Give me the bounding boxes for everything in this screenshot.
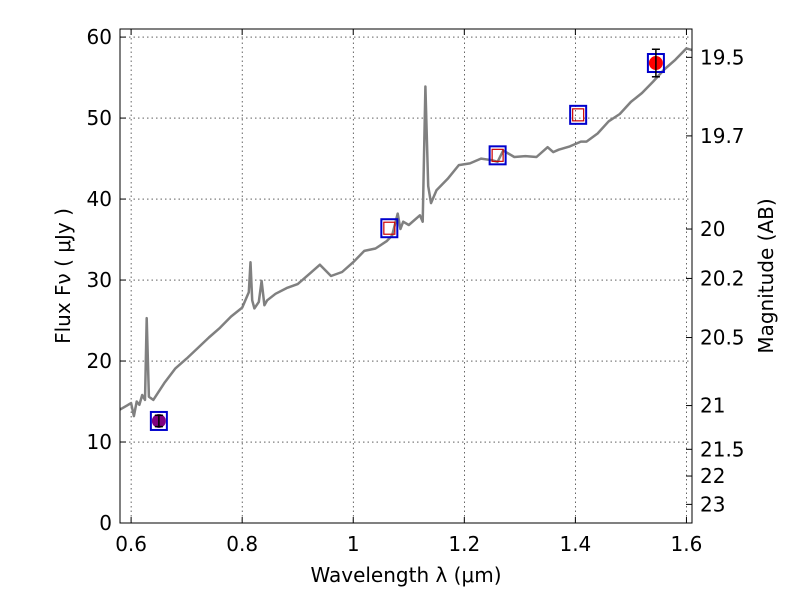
model-box-marker [380, 218, 399, 239]
x-tick-label: 1 [347, 532, 360, 556]
y-axis-label: Flux Fν ( μJy ) [51, 208, 75, 344]
x-tick-label: 1.6 [671, 532, 703, 556]
plot-area [120, 47, 692, 418]
right-tick-label: 21 [700, 394, 725, 418]
plot-frame [119, 28, 693, 524]
photometry-open-square [491, 148, 504, 162]
model-box-marker [149, 410, 168, 431]
x-tick-label: 1.2 [448, 532, 480, 556]
right-tick-label: 21.5 [700, 437, 745, 461]
y-tick-label: 30 [87, 268, 112, 292]
y-tick-label: 40 [87, 187, 112, 211]
model-box-marker [488, 145, 507, 166]
x-tick-label: 1.4 [559, 532, 591, 556]
right-tick-label: 19.7 [700, 124, 745, 148]
grid-lines [120, 29, 692, 524]
photometry-markers [149, 48, 665, 431]
right-tick-label: 23 [700, 492, 725, 516]
right-axis-label: Magnitude (AB) [754, 198, 778, 353]
right-tick-label: 20.5 [700, 326, 745, 350]
model-box-marker [569, 104, 588, 125]
y-tick-label: 20 [87, 349, 112, 373]
y-tick-label: 10 [87, 430, 112, 454]
right-tick-label: 20.2 [700, 266, 745, 290]
photometry-open-square [572, 108, 585, 122]
x-tick-label: 0.8 [226, 532, 258, 556]
y-tick-label: 0 [99, 511, 112, 535]
right-tick-label: 22 [700, 464, 725, 488]
x-tick-label: 0.6 [115, 532, 147, 556]
photometry-open-square [383, 221, 396, 235]
spectrum-line [120, 47, 692, 418]
x-axis-label: Wavelength λ (μm) [310, 563, 501, 587]
right-tick-label: 20 [700, 217, 725, 241]
right-tick-label: 19.5 [700, 45, 745, 69]
y-tick-label: 50 [87, 106, 112, 130]
y-tick-label: 60 [87, 25, 112, 49]
axis-ticks: 0.6 0.8 1 1.2 1.4 1.6 0 10 20 30 40 50 60 19.5 19.7 20 2… [87, 25, 745, 556]
